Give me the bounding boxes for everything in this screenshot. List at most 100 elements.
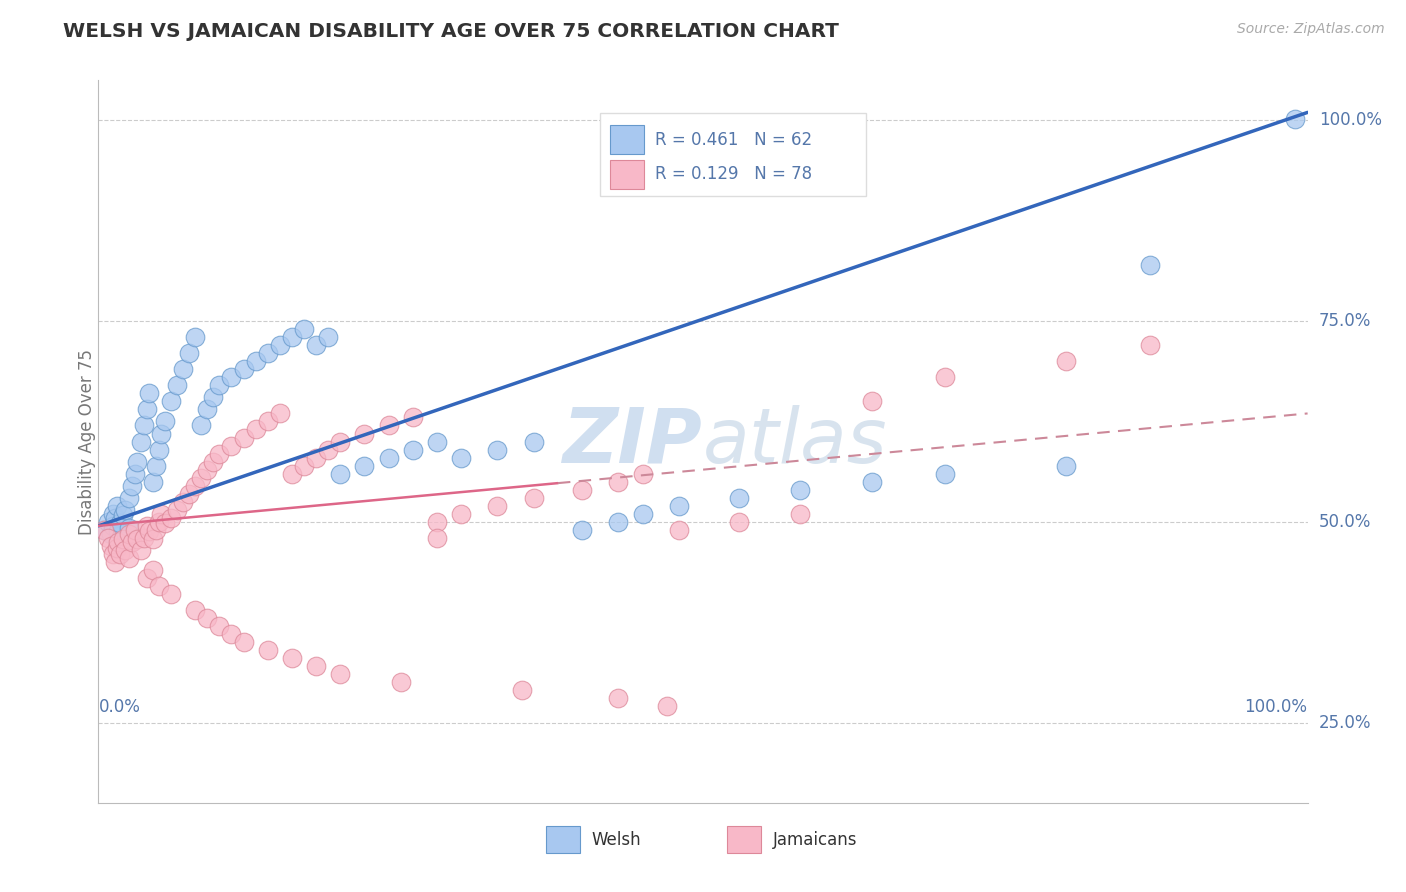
Point (202, 454, 225, 469)
Point (134, 531, 156, 545)
Point (292, 322, 315, 336)
Text: 0.0%: 0.0% (98, 698, 141, 716)
Point (142, 475, 165, 489)
Point (129, 542, 152, 557)
Point (166, 502, 188, 516)
Point (101, 547, 124, 561)
Point (190, 418, 212, 433)
Point (860, 394, 883, 409)
Point (523, 491, 546, 505)
Point (107, 524, 129, 539)
Point (305, 659, 328, 673)
Point (607, 691, 630, 706)
Point (281, 330, 304, 344)
Point (118, 491, 141, 505)
Text: Jamaicans: Jamaicans (773, 831, 858, 849)
Point (160, 510, 183, 524)
Point (305, 450, 328, 465)
Point (292, 458, 315, 473)
Point (789, 483, 811, 497)
Point (450, 507, 472, 521)
Point (256, 414, 278, 428)
Point (142, 563, 165, 577)
Point (107, 534, 129, 549)
Point (101, 518, 124, 533)
FancyBboxPatch shape (727, 826, 761, 854)
Point (153, 516, 176, 531)
Point (127, 454, 149, 469)
Point (571, 483, 593, 497)
Point (221, 627, 243, 641)
Point (100, 526, 122, 541)
Point (607, 515, 630, 529)
Point (121, 534, 143, 549)
FancyBboxPatch shape (610, 125, 644, 154)
Text: WELSH VS JAMAICAN DISABILITY AGE OVER 75 CORRELATION CHART: WELSH VS JAMAICAN DISABILITY AGE OVER 75… (63, 22, 839, 41)
Point (108, 516, 131, 531)
Y-axis label: Disability Age Over 75: Disability Age Over 75 (79, 349, 96, 534)
Point (245, 422, 267, 436)
Point (148, 579, 170, 593)
Point (184, 603, 207, 617)
Point (256, 346, 278, 360)
Point (172, 362, 194, 376)
Point (148, 515, 170, 529)
Point (121, 478, 143, 492)
Point (353, 458, 375, 473)
Point (510, 683, 533, 698)
Point (426, 531, 449, 545)
Point (232, 635, 254, 649)
Point (105, 499, 128, 513)
Point (402, 410, 425, 425)
Point (114, 542, 136, 557)
Point (486, 442, 509, 457)
Point (108, 547, 131, 561)
Point (269, 406, 291, 420)
Point (934, 370, 956, 384)
Point (111, 533, 134, 547)
Text: Source: ZipAtlas.com: Source: ZipAtlas.com (1237, 22, 1385, 37)
Point (377, 450, 399, 465)
Point (208, 446, 231, 460)
Point (486, 499, 509, 513)
Point (631, 467, 654, 481)
FancyBboxPatch shape (600, 112, 866, 196)
Point (631, 507, 654, 521)
Point (145, 523, 167, 537)
Point (450, 450, 472, 465)
Point (100, 539, 122, 553)
Point (138, 524, 160, 539)
Point (179, 346, 201, 360)
Point (150, 426, 173, 441)
Text: R = 0.129   N = 78: R = 0.129 N = 78 (655, 165, 811, 183)
FancyBboxPatch shape (546, 826, 579, 854)
Point (202, 390, 225, 404)
Point (208, 378, 231, 392)
Point (150, 507, 173, 521)
Point (111, 508, 134, 523)
Text: 25.0%: 25.0% (1319, 714, 1371, 731)
Point (195, 462, 218, 476)
Text: 100.0%: 100.0% (1319, 112, 1382, 129)
Point (789, 507, 811, 521)
FancyBboxPatch shape (610, 160, 644, 189)
Point (329, 667, 352, 681)
Point (135, 518, 157, 533)
Point (172, 494, 194, 508)
Point (1054, 458, 1077, 473)
Point (124, 467, 146, 481)
Point (316, 442, 339, 457)
Point (426, 515, 449, 529)
Point (138, 386, 160, 401)
Point (1139, 258, 1161, 272)
Point (221, 438, 243, 452)
Point (281, 467, 304, 481)
Point (668, 499, 690, 513)
Point (1054, 354, 1077, 368)
Point (127, 533, 149, 547)
Point (134, 418, 156, 433)
Point (101, 507, 124, 521)
Point (135, 402, 157, 417)
Point (118, 526, 141, 541)
Point (195, 611, 218, 625)
